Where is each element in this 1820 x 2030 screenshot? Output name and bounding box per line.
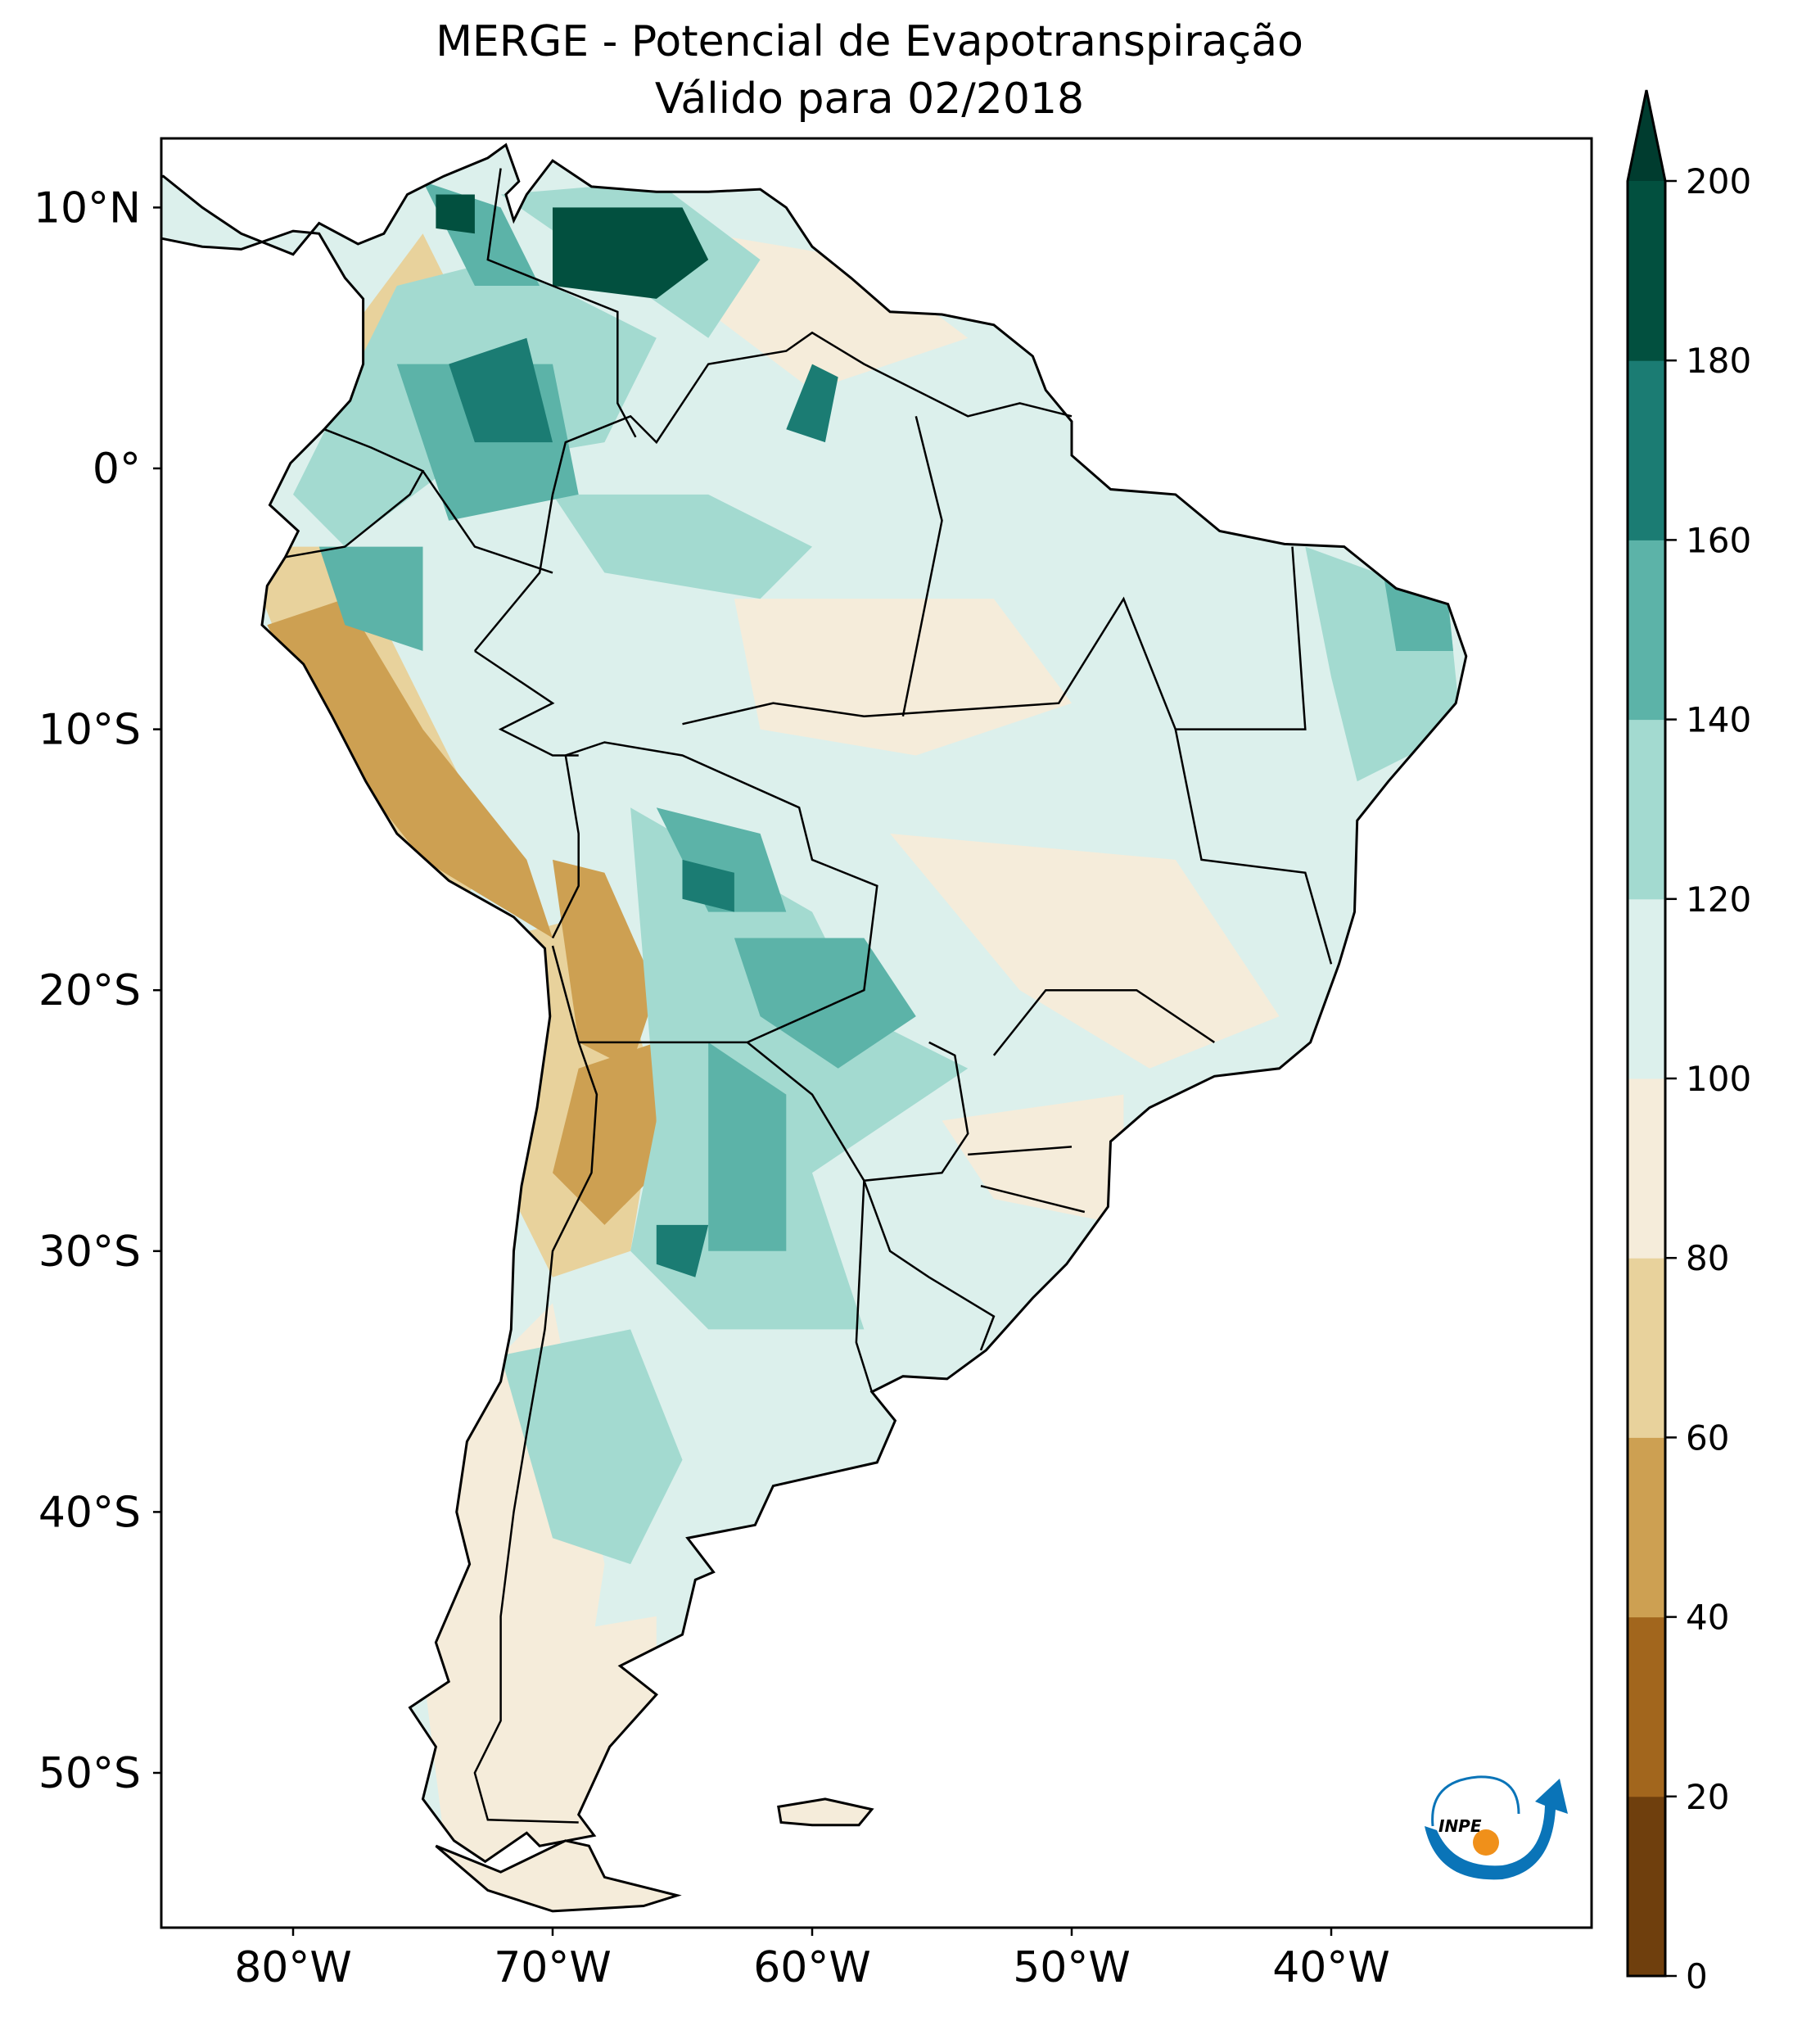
- logo-ring: [1431, 1775, 1520, 1827]
- colorbar-extend-arrow: [1628, 90, 1665, 181]
- lon-tick-label: 70°W: [494, 1943, 612, 1992]
- contour-region: [734, 938, 916, 1069]
- contour-region: [449, 337, 553, 443]
- logo-text: INPE: [1438, 1816, 1482, 1836]
- contour-region: [734, 599, 1072, 756]
- country-border: [992, 988, 1215, 1056]
- country-border: [473, 331, 1073, 652]
- country-border: [422, 470, 553, 574]
- contour-region: [553, 1042, 657, 1225]
- contour-region: [500, 1329, 683, 1565]
- colorbar-segment: [1628, 1796, 1665, 1977]
- title-line-1: MERGE - Potencial de Evapotranspiração: [436, 17, 1303, 66]
- colorbar-tick-label: 60: [1686, 1417, 1729, 1458]
- country-borders: [285, 168, 1333, 1824]
- lat-tick-label: 50°S: [38, 1749, 141, 1798]
- country-border: [968, 1146, 1073, 1156]
- contour-region: [656, 1224, 709, 1277]
- colorbar-tick-label: 100: [1686, 1059, 1751, 1099]
- lat-tick-label: 10°S: [38, 706, 141, 755]
- lat-tick-label: 40°S: [38, 1488, 141, 1537]
- country-border: [1174, 729, 1333, 965]
- lon-tick-label: 60°W: [753, 1943, 871, 1992]
- falkland-islands: [777, 1797, 874, 1827]
- logo-swoosh: [1425, 1779, 1568, 1880]
- contour-region: [786, 364, 838, 443]
- logo-sun: [1473, 1829, 1499, 1856]
- colorbar-tick-label: 0: [1686, 1956, 1708, 1996]
- colorbar-tick-label: 40: [1686, 1598, 1729, 1638]
- latitude-axis: 10°N 0° 10°S 20°S 30°S 40°S 50°S: [34, 183, 161, 1798]
- coastline: [161, 142, 1468, 1864]
- country-border: [747, 1041, 969, 1182]
- contour-region: [267, 599, 553, 938]
- tierra-del-fuego: [435, 1839, 682, 1913]
- colorbar-segment: [1628, 1258, 1665, 1438]
- country-border: [863, 1180, 996, 1351]
- map-area: [161, 142, 1468, 1913]
- title-line-2: Válido para 02/2018: [655, 75, 1084, 124]
- country-border: [486, 168, 637, 438]
- colorbar-tick-label: 160: [1686, 520, 1751, 560]
- contour-region: [318, 546, 423, 651]
- lat-tick-label: 20°S: [38, 966, 141, 1015]
- contour-region: [553, 859, 657, 1069]
- country-border: [980, 1184, 1086, 1214]
- contour-region: [553, 207, 709, 299]
- lon-tick-label: 50°W: [1013, 1943, 1131, 1992]
- colorbar-segment: [1628, 1437, 1665, 1618]
- colorbar-tick-label: 180: [1686, 341, 1751, 381]
- lon-tick-label: 80°W: [234, 1943, 352, 1992]
- country-border: [901, 415, 943, 717]
- colorbar: 0 20 40 60 80 100 120 140 160 180 200: [1626, 89, 1751, 1996]
- evapotranspiration-field: [241, 181, 1461, 1862]
- colorbar-segment: [1628, 1078, 1665, 1259]
- contour-region: [890, 834, 1280, 1069]
- inpe-logo: INPE: [1425, 1775, 1568, 1880]
- country-border: [285, 428, 425, 558]
- contour-region: [1383, 572, 1453, 651]
- colorbar-tick-label: 120: [1686, 879, 1751, 920]
- colorbar-segment: [1628, 540, 1665, 721]
- contour-region: [656, 807, 787, 912]
- country-border: [682, 546, 1307, 730]
- country-border: [473, 945, 598, 1824]
- longitude-axis: 80°W 70°W 60°W 50°W 40°W: [234, 1928, 1390, 1992]
- colorbar-tick-label: 80: [1686, 1238, 1729, 1278]
- contour-region: [436, 194, 475, 234]
- colorbar-segment: [1628, 181, 1665, 361]
- colorbar-tick-label: 200: [1686, 161, 1751, 201]
- colorbar-segment: [1628, 1616, 1665, 1797]
- colorbar-segment: [1628, 898, 1665, 1079]
- colorbar-segment: [1628, 360, 1665, 540]
- lat-tick-label: 10°N: [34, 183, 141, 233]
- lat-tick-label: 30°S: [38, 1227, 141, 1277]
- lon-tick-label: 40°W: [1272, 1943, 1390, 1992]
- contour-region: [708, 1042, 787, 1251]
- contour-region: [708, 233, 969, 391]
- lat-tick-label: 0°: [93, 445, 141, 494]
- colorbar-tick-label: 140: [1686, 700, 1751, 740]
- colorbar-tick-label: 20: [1686, 1777, 1729, 1817]
- contour-region: [682, 859, 734, 912]
- country-border: [474, 649, 579, 757]
- colorbar-segment: [1628, 719, 1665, 900]
- contour-region: [553, 494, 812, 599]
- map-frame: [160, 137, 1593, 1929]
- contour-region: [942, 1094, 1124, 1225]
- country-border: [855, 1180, 874, 1393]
